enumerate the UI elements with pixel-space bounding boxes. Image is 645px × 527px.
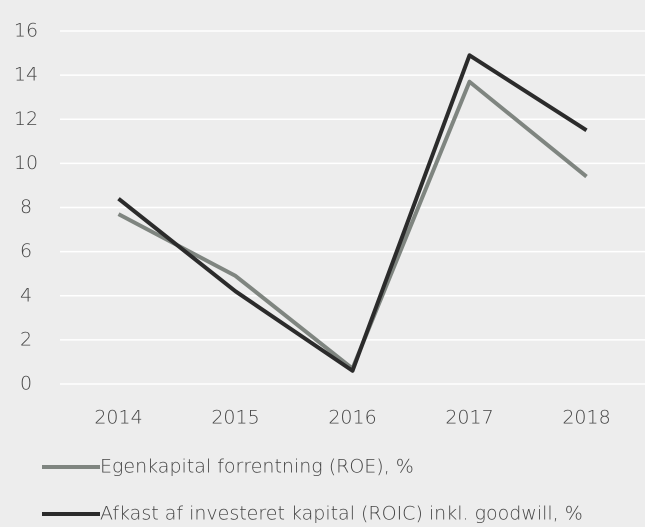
- series-line: [117, 53, 588, 373]
- y-tick-label: 12: [14, 108, 38, 130]
- x-tick-label: 2015: [211, 407, 259, 429]
- x-tick-label: 2014: [94, 407, 142, 429]
- x-tick-label: 2016: [328, 407, 376, 429]
- legend-label: Afkast af investeret kapital (ROIC) inkl…: [100, 503, 583, 525]
- legend-label: Egenkapital forrentning (ROE), %: [100, 456, 414, 478]
- y-tick-label: 2: [20, 328, 32, 350]
- y-tick-label: 16: [14, 20, 38, 42]
- x-tick-label: 2018: [562, 407, 610, 429]
- y-tick-label: 14: [14, 64, 38, 86]
- x-tick-label: 2017: [445, 407, 493, 429]
- series-line: [117, 79, 588, 371]
- y-tick-label: 8: [20, 196, 32, 218]
- y-tick-label: 4: [20, 284, 32, 306]
- y-tick-label: 10: [14, 152, 38, 174]
- y-tick-label: 0: [20, 373, 32, 395]
- y-tick-label: 6: [20, 240, 32, 262]
